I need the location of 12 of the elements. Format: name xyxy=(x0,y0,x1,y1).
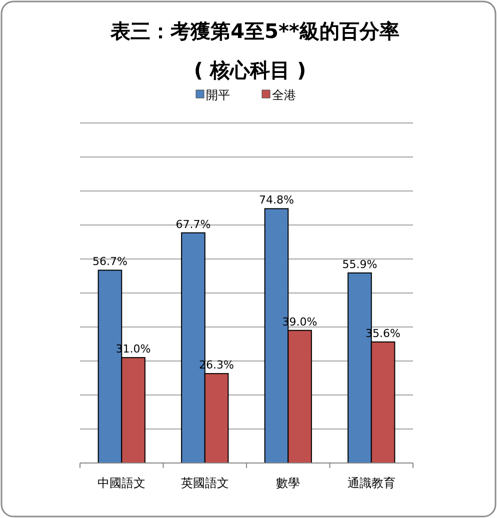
data-label: 56.7% xyxy=(92,255,128,268)
chart-subtitle: ( 核心科目 ) xyxy=(194,58,306,82)
x-tick-label: 英國語文 xyxy=(180,476,229,490)
x-tick-label: 中國語文 xyxy=(98,476,146,490)
data-label: 74.8% xyxy=(258,194,294,207)
chart-title: 表三：考獲第4至5**級的百分率 xyxy=(110,19,400,43)
data-label: 67.7% xyxy=(176,218,211,231)
x-tick-label: 數學 xyxy=(276,476,300,490)
data-label: 55.9% xyxy=(342,258,378,271)
x-tick-label: 通識教育 xyxy=(347,476,396,490)
legend-label: 開平 xyxy=(206,88,230,102)
legend-label: 全港 xyxy=(272,88,296,102)
